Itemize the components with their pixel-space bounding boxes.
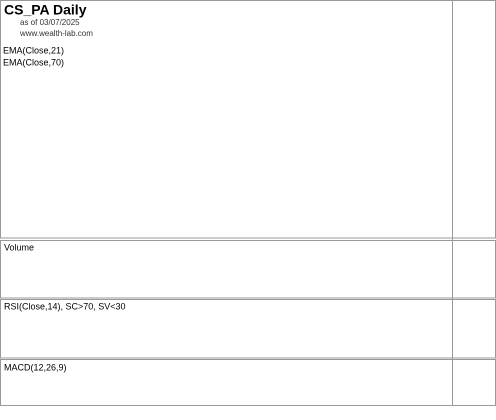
rsi-panel [0,299,496,359]
chart-title: CS_PA Daily [4,2,87,18]
legend-entry: EMA(Close,70) [3,57,64,67]
panel-title: MACD(12,26,9) [4,362,67,372]
legend-entry: EMA(Close,21) [3,45,64,55]
volume-panel [0,240,496,299]
panel-title: Volume [4,242,34,252]
price-panel [0,0,496,239]
source: www.wealth-lab.com [19,29,93,38]
subtitle: as of 03/07/2025 [20,18,80,27]
panel-title: RSI(Close,14), SC>70, SV<30 [4,301,126,311]
macd-panel [0,359,496,406]
